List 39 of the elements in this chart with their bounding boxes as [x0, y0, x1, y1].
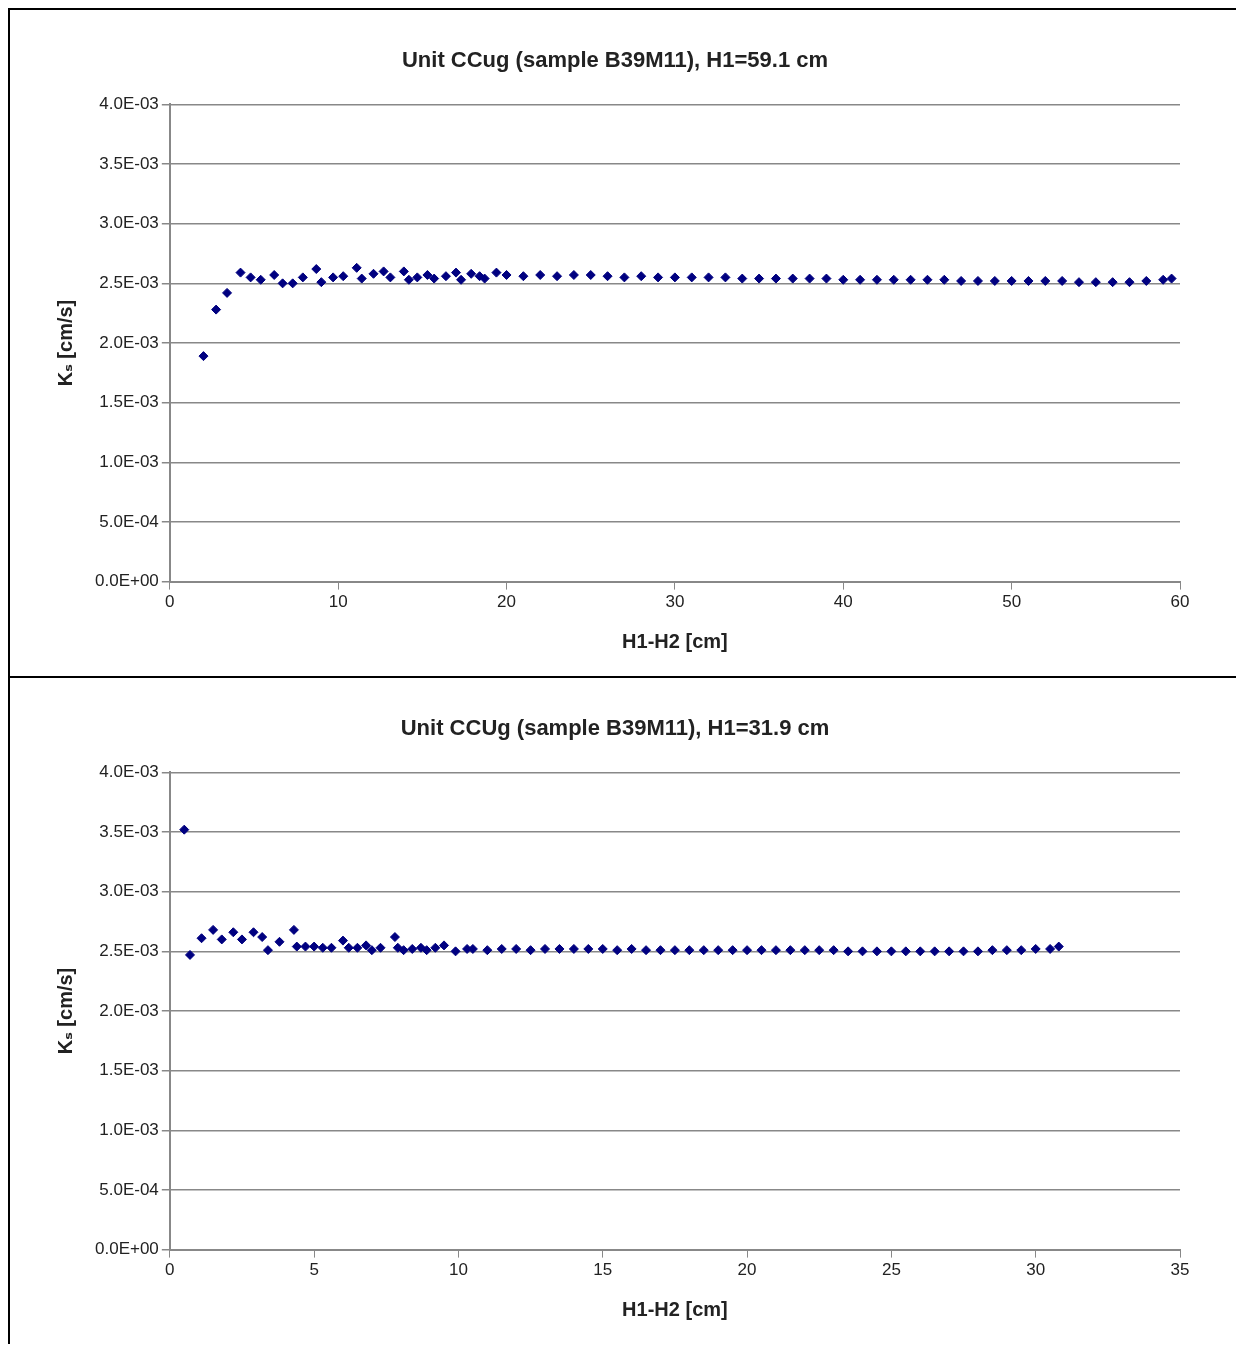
x-tick-label: 50: [1002, 592, 1022, 612]
x-tick-label: 20: [737, 1260, 757, 1280]
x-tick-label: 0: [165, 592, 175, 612]
y-tick-label: 3.0E-03: [99, 213, 159, 233]
y-tick-label: 2.0E-03: [99, 1000, 159, 1020]
y-axis-title: Kₛ [cm/s]: [53, 299, 76, 387]
x-axis-title: H1-H2 [cm]: [622, 629, 728, 652]
x-axis-title: H1-H2 [cm]: [622, 1297, 728, 1320]
y-tick-label: 0.0E+00: [95, 571, 159, 591]
x-tick-label: 35: [1170, 1260, 1190, 1280]
y-tick-label: 2.5E-03: [99, 941, 159, 961]
x-tick-label: 10: [448, 1260, 468, 1280]
y-tick-label: 1.0E-03: [99, 451, 159, 471]
y-tick-label: 1.5E-03: [99, 1060, 159, 1080]
y-tick-label: 1.5E-03: [99, 392, 159, 412]
y-tick-label: 0.0E+00: [95, 1239, 159, 1259]
y-axis-title: Kₛ [cm/s]: [53, 967, 76, 1055]
y-tick-label: 3.5E-03: [99, 153, 159, 173]
x-tick-label: 10: [328, 592, 348, 612]
y-tick-label: 4.0E-03: [99, 762, 159, 782]
y-tick-label: 2.0E-03: [99, 332, 159, 352]
chart-title: Unit CCug (sample B39M11), H1=59.1 cm: [401, 47, 829, 73]
y-tick-label: 3.0E-03: [99, 881, 159, 901]
x-tick-label: 30: [665, 592, 685, 612]
chart-title: Unit CCUg (sample B39M11), H1=31.9 cm: [400, 715, 830, 741]
x-tick-label: 5: [309, 1260, 319, 1280]
y-tick-label: 5.0E-04: [99, 511, 159, 531]
y-tick-label: 5.0E-04: [99, 1179, 159, 1199]
x-tick-label: 25: [881, 1260, 901, 1280]
y-tick-label: 2.5E-03: [99, 273, 159, 293]
x-tick-label: 30: [1026, 1260, 1046, 1280]
x-tick-label: 15: [593, 1260, 613, 1280]
x-tick-label: 60: [1170, 592, 1190, 612]
y-tick-label: 3.5E-03: [99, 821, 159, 841]
x-tick-label: 40: [833, 592, 853, 612]
y-tick-label: 1.0E-03: [99, 1119, 159, 1139]
x-tick-label: 20: [497, 592, 516, 612]
x-tick-label: 0: [165, 1260, 175, 1280]
y-tick-label: 4.0E-03: [99, 94, 159, 114]
